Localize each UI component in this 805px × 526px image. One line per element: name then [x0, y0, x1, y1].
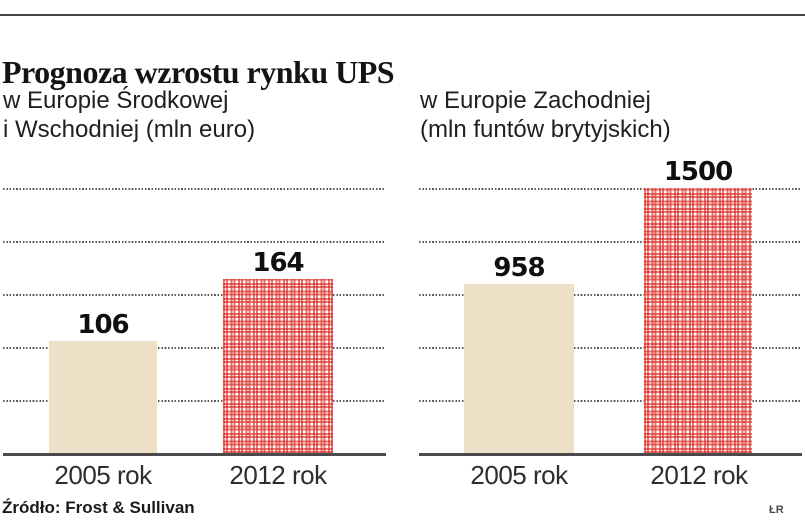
gridline	[3, 188, 386, 190]
bar-2012	[223, 279, 333, 453]
gridline	[419, 188, 802, 190]
category-label-2012: 2012 rok	[229, 460, 327, 490]
page-title: Prognoza wzrostu rynku UPS	[2, 54, 395, 91]
value-label-2005: 958	[493, 253, 545, 283]
chart-subtitle-central-eastern-europe: w Europie Środkowej i Wschodniej (mln eu…	[3, 86, 255, 144]
source-label: Źródło: Frost & Sullivan	[2, 498, 195, 517]
gridline	[3, 294, 386, 296]
subtitle-line-1: w Europie Środkowej	[3, 87, 229, 114]
top-divider	[0, 14, 805, 16]
gridline	[3, 347, 386, 349]
chart-subtitle-western-europe: w Europie Zachodniej (mln funtów brytyjs…	[420, 86, 671, 144]
value-label-2005: 106	[77, 310, 129, 340]
gridline	[3, 400, 386, 402]
bar-group-2012: 1500	[644, 157, 752, 453]
category-label-2005: 2005 rok	[54, 460, 152, 490]
bar-group-2005: 106	[49, 310, 157, 453]
chart-panel-central-eastern-europe: 106 164 2005 rok 2012 rok	[3, 188, 386, 490]
subtitle-line-2: i Wschodniej (mln euro)	[3, 116, 256, 143]
gridline	[419, 294, 802, 296]
gridline	[3, 241, 386, 243]
bar-group-2005: 958	[464, 253, 574, 453]
credit-label: ŁR	[769, 504, 784, 516]
gridline	[419, 400, 802, 402]
chart-panel-western-europe: 958 1500 2005 rok 2012 rok	[419, 157, 802, 490]
category-label-2012: 2012 rok	[650, 460, 748, 490]
bar-2005	[464, 284, 574, 453]
gridline	[419, 347, 802, 349]
bar-2005	[49, 341, 157, 453]
subtitle-line-1: w Europie Zachodniej	[420, 87, 651, 114]
x-axis-line	[419, 453, 802, 456]
value-label-2012: 164	[252, 248, 304, 278]
subtitle-line-2: (mln funtów brytyjskich)	[420, 116, 671, 143]
bar-2012	[644, 188, 752, 453]
x-axis-line	[3, 453, 386, 456]
gridline	[419, 241, 802, 243]
category-label-2005: 2005 rok	[470, 460, 568, 490]
value-label-2012: 1500	[663, 157, 733, 187]
bar-group-2012: 164	[223, 248, 333, 453]
